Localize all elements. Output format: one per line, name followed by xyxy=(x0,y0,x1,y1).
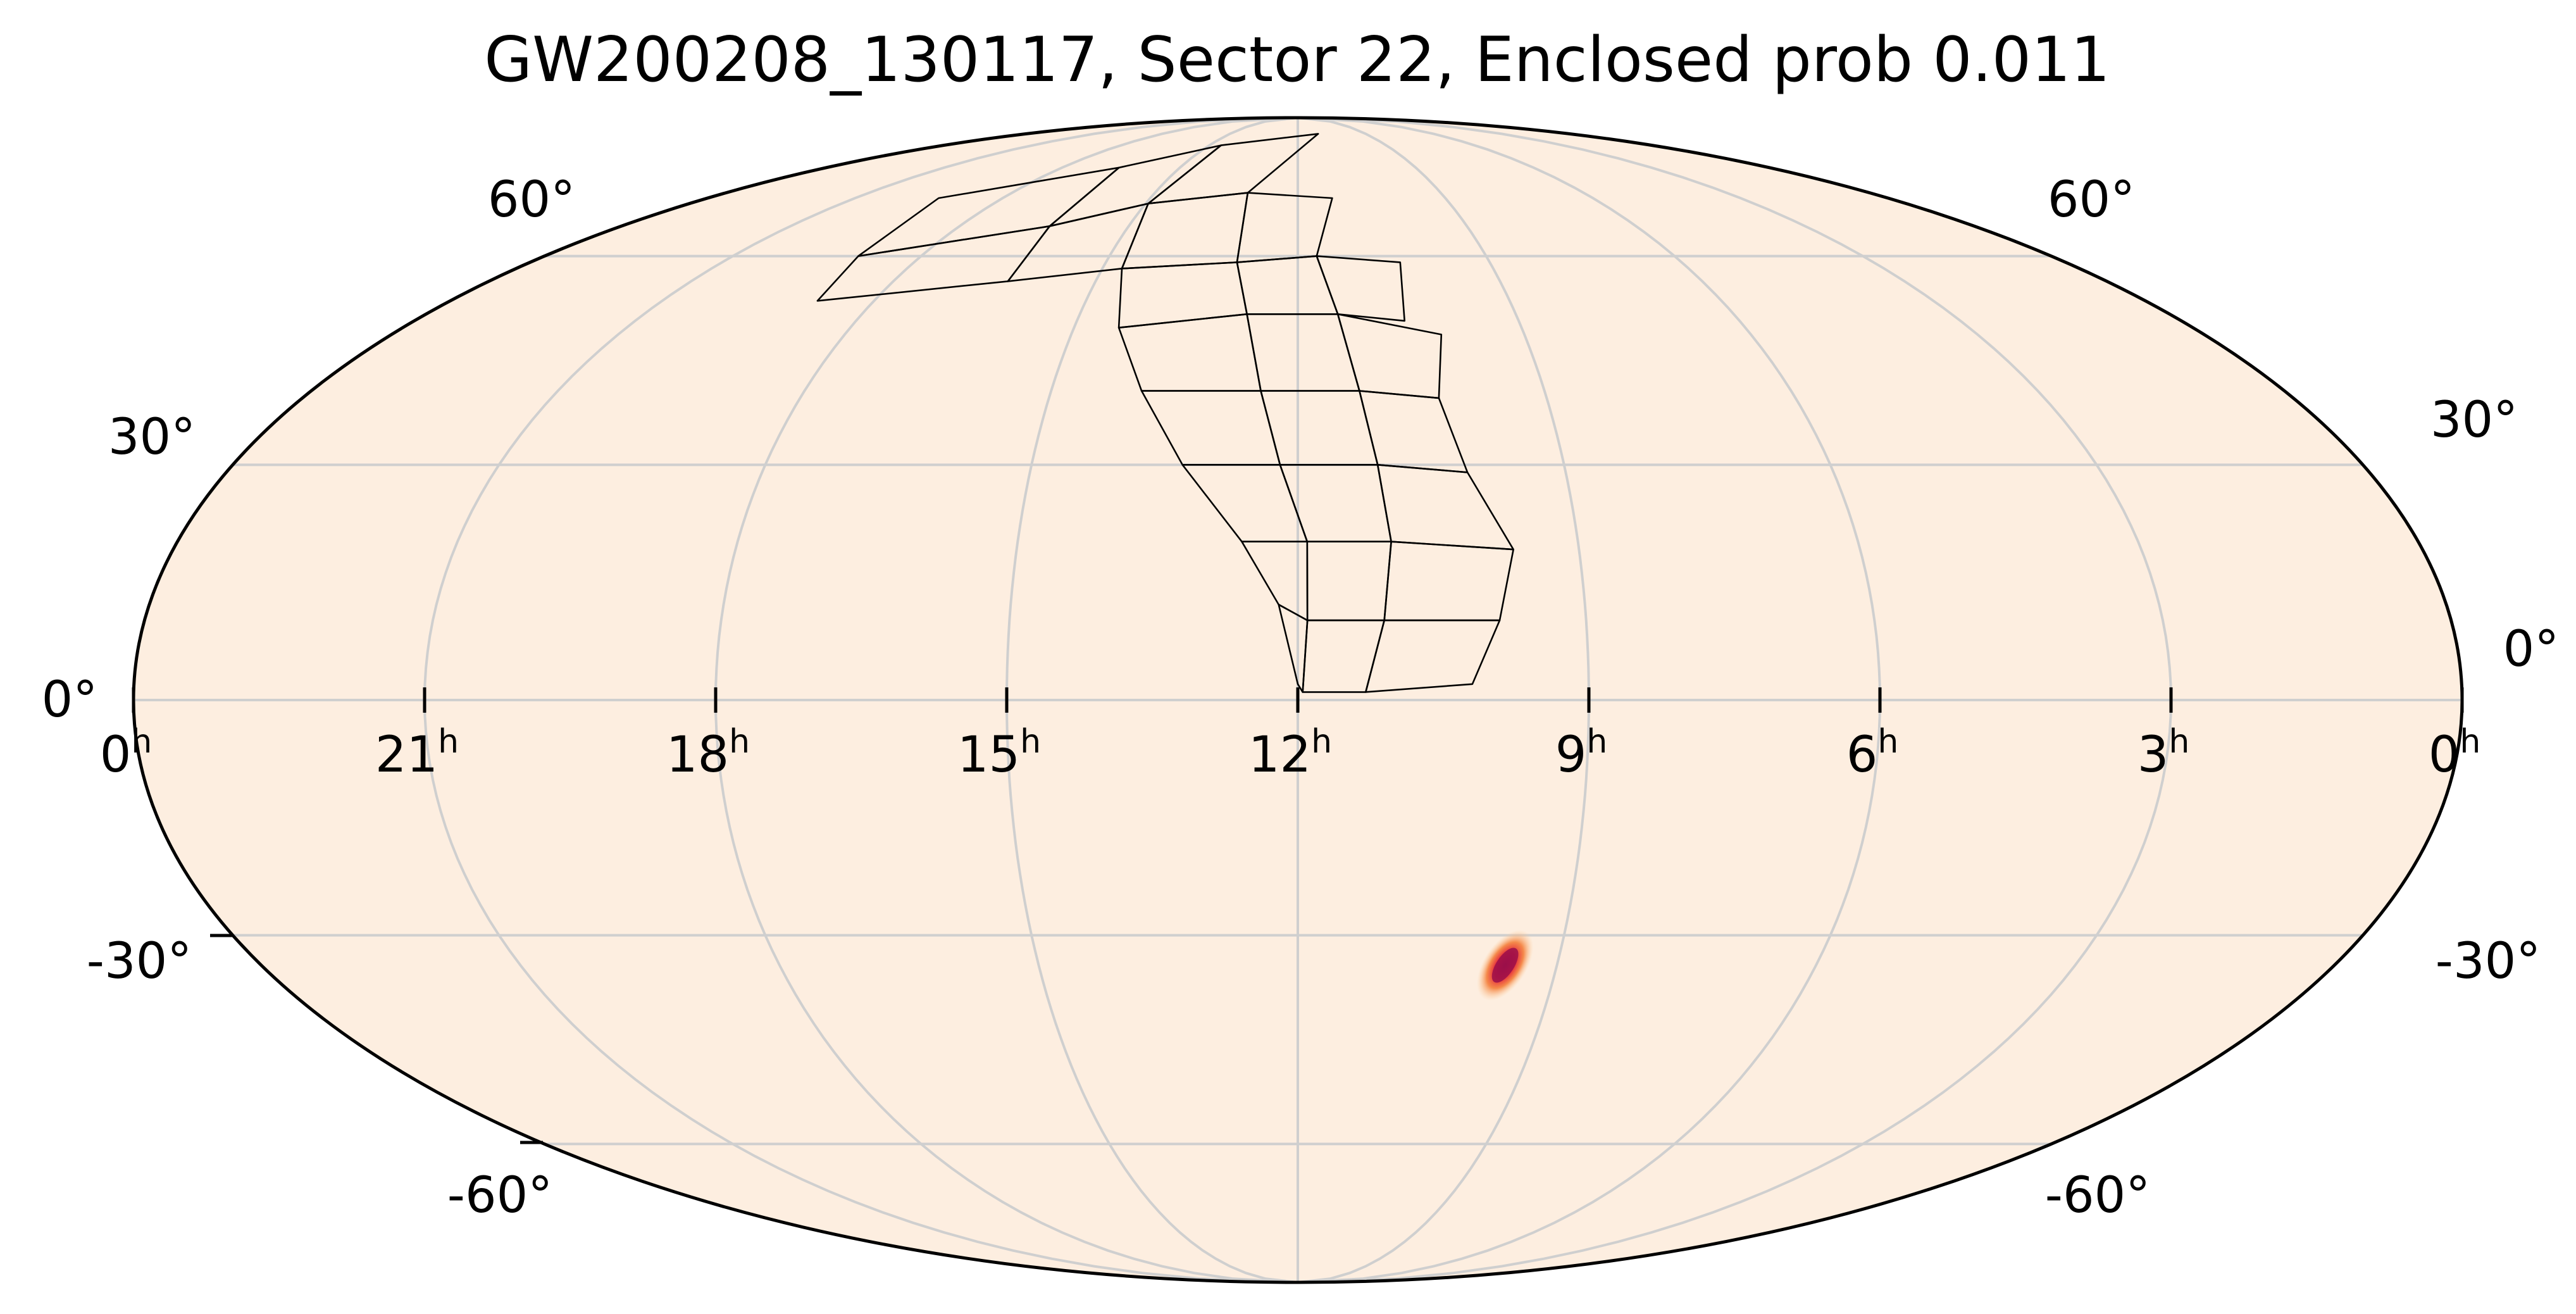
dec-tick-label-right: -30° xyxy=(2436,933,2541,990)
ccd-footprint xyxy=(1365,619,1501,693)
dec-tick-label-left: 60° xyxy=(488,172,575,228)
tess-sector-footprint xyxy=(816,133,1514,693)
ra-tick-label: 0h xyxy=(100,723,152,784)
ra-tick-label: 18h xyxy=(666,723,750,784)
ra-tick-label: 9h xyxy=(1555,723,1608,784)
probability-region xyxy=(1476,929,1534,1001)
dec-tick-label-left: -60° xyxy=(447,1167,552,1224)
ra-axis: 0h 21h 18h 15h 12h 9h 6h 3h 0h xyxy=(100,687,2481,784)
ra-tick-label: 12h xyxy=(1248,723,1332,784)
ra-tick-label: 0h xyxy=(2429,723,2481,784)
dec-tick-label-left: 30° xyxy=(108,409,196,466)
probability-core xyxy=(1491,948,1519,983)
dec-tick-label-right: -60° xyxy=(2045,1167,2150,1224)
dec-tick-label-right: 30° xyxy=(2430,392,2518,449)
ra-tick-label: 3h xyxy=(2137,723,2190,784)
ra-tick-label: 15h xyxy=(957,723,1041,784)
dec-tick-label-left: 0° xyxy=(42,672,98,729)
dec-tick-label-right: 0° xyxy=(2503,621,2560,678)
dec-tick-label-left: -30° xyxy=(87,933,192,990)
ra-tick-label: 6h xyxy=(1846,723,1899,784)
ra-tick-label: 21h xyxy=(375,723,459,784)
chart-title: GW200208_130117, Sector 22, Enclosed pro… xyxy=(484,24,2110,96)
dec-tick-label-right: 60° xyxy=(2048,172,2135,228)
dec-axis: 60° 30° 0° -30° -60° 60° 30° 0° -30° -60° xyxy=(42,172,2560,1224)
